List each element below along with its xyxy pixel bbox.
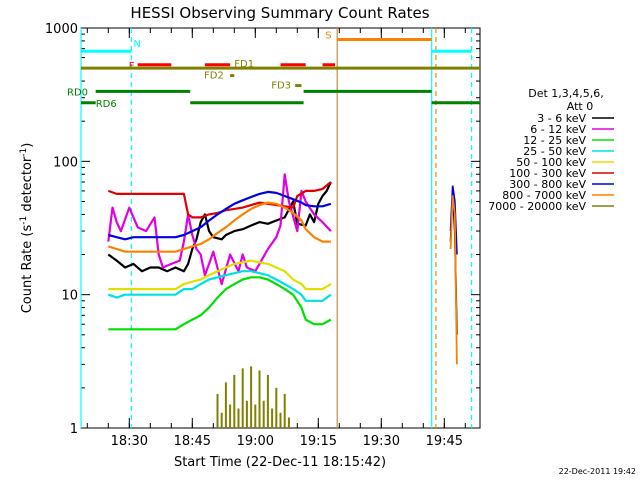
late-segment-line <box>449 195 458 365</box>
x-axis: 18:30 18:45 19:00 19:15 19:30 19:45 <box>86 28 466 449</box>
x-tick-label: 19:15 <box>300 434 337 449</box>
y-axis-label-sup2: -1 <box>19 148 29 157</box>
x-tick-label: 19:45 <box>426 434 463 449</box>
legend-entry-label: 100 - 300 keV <box>509 167 586 180</box>
x-tick-label: 18:45 <box>174 434 211 449</box>
series-line-4 <box>108 259 332 291</box>
series-lines <box>107 173 458 428</box>
flag-label-f: F <box>129 61 135 72</box>
flag-label-s: S <box>325 30 331 41</box>
y-axis-label-b: detector <box>20 156 35 216</box>
legend-entry-label: 800 - 7000 keV <box>502 189 586 202</box>
y-tick-label: 100 <box>53 155 78 170</box>
footer-timestamp: 22-Dec-2011 19:42 <box>559 467 636 476</box>
series-line-1 <box>107 173 332 286</box>
legend-header-line2: Att 0 <box>567 100 593 113</box>
x-tick-label: 19:00 <box>237 434 274 449</box>
y-tick-label: 1 <box>70 422 78 437</box>
legend-entry-label: 7000 - 20000 keV <box>488 200 586 213</box>
y-tick-label: 10 <box>61 289 78 304</box>
flag-label-fd3: FD3 <box>271 81 291 92</box>
series-line-6 <box>108 190 332 241</box>
y-axis-label-c: ) <box>20 143 35 148</box>
vertical-markers <box>80 28 473 428</box>
series-line-2 <box>108 276 332 331</box>
x-tick-label: 18:30 <box>111 434 148 449</box>
y-axis: 1 10 100 1000 <box>45 22 480 437</box>
legend-entry-label: 25 - 50 keV <box>523 145 586 158</box>
flag-label-fd2: FD2 <box>204 71 224 82</box>
flag-label-rd6: RD6 <box>96 99 117 110</box>
legend-entry-label: 3 - 6 keV <box>537 112 586 125</box>
legend-header-line1: Det 1,3,4,5,6, <box>528 87 604 100</box>
x-tick-label: 19:30 <box>363 434 400 449</box>
legend-entry-label: 50 - 100 keV <box>516 156 586 169</box>
x-axis-label: Start Time (22-Dec-11 18:15:42) <box>174 455 386 470</box>
flag-label-rd0: RD0 <box>67 87 88 98</box>
series-line-3 <box>107 270 332 302</box>
chart-title: HESSI Observing Summary Count Rates <box>130 4 429 22</box>
series-line-0 <box>107 181 332 273</box>
y-axis-label-sup1: -1 <box>19 216 29 225</box>
y-tick-label: 1000 <box>45 22 78 37</box>
y-axis-label: Count Rate (s-1 detector-1) <box>19 143 35 314</box>
flag-label-fd1: FD1 <box>234 59 254 70</box>
y-axis-label-a: Count Rate (s <box>20 225 35 314</box>
flag-label-n: N <box>133 39 140 50</box>
flag-bars: NF S FD1 FD2 FD3 RD0 RD6 <box>67 30 480 110</box>
series-line-7 <box>107 201 331 253</box>
legend-entry-label: 300 - 800 keV <box>509 178 586 191</box>
series-line-5 <box>107 181 332 219</box>
legend-entry-label: 12 - 25 keV <box>523 134 586 147</box>
legend-entry-label: 6 - 12 keV <box>530 123 586 136</box>
